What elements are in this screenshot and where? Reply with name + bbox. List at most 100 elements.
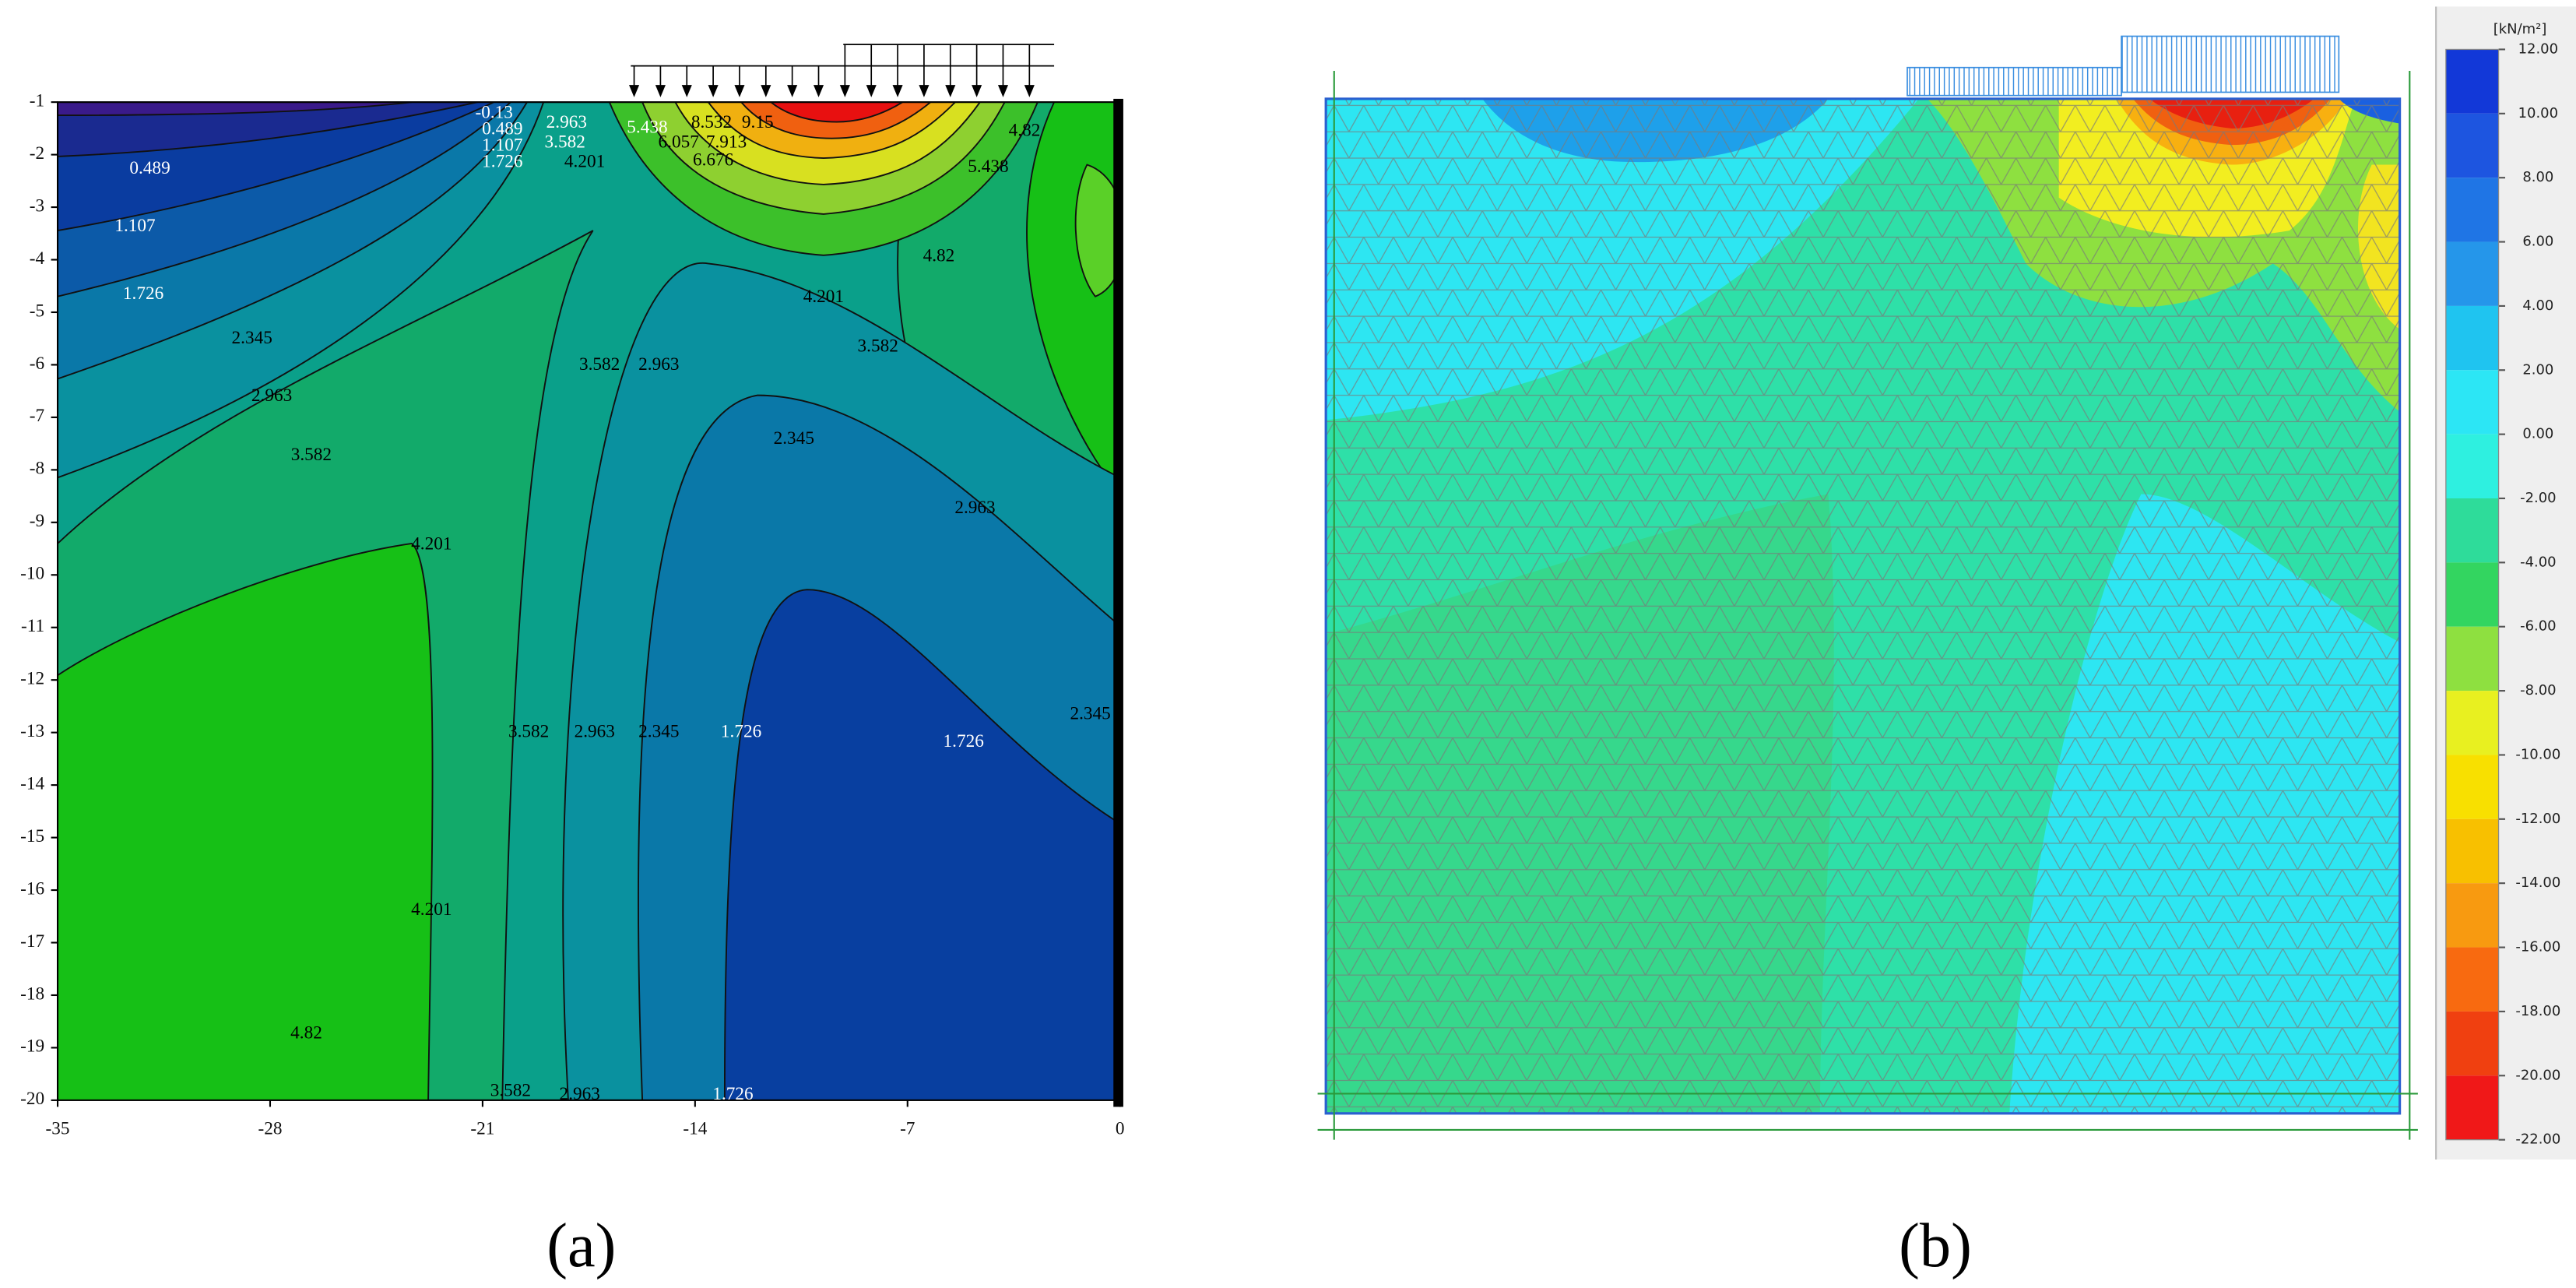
contour-label: 3.582 xyxy=(858,336,898,357)
y-tick-label: -16 xyxy=(20,878,44,899)
colorbar-band xyxy=(2445,370,2499,435)
contour-label: 7.913 xyxy=(706,132,747,152)
contour-label: 1.107 xyxy=(482,135,522,156)
colorbar-band xyxy=(2445,626,2499,692)
colorbar-band xyxy=(2445,1075,2499,1140)
contour-label: 6.057 xyxy=(659,132,699,152)
contour-label: 3.582 xyxy=(508,722,549,742)
y-tick-label: -1 xyxy=(30,90,44,111)
contour-label: 2.963 xyxy=(638,354,679,375)
boundary-lines xyxy=(1317,70,2418,1140)
contour-label: 2.963 xyxy=(954,498,995,518)
x-tick-label: -21 xyxy=(470,1118,494,1138)
contour-label: 0.489 xyxy=(129,158,170,178)
colorbar-tick-label: 4.00 xyxy=(2522,297,2553,314)
load-arrows xyxy=(628,44,1055,97)
colorbar-band xyxy=(2445,947,2499,1012)
y-tick-label: -5 xyxy=(30,301,44,321)
contour-label: 9.15 xyxy=(742,112,774,132)
contour-label: 2.345 xyxy=(638,722,679,742)
contour-label: 8.532 xyxy=(691,112,732,132)
contour-label: 4.201 xyxy=(411,533,452,554)
contour-label: 3.582 xyxy=(579,354,620,375)
panel-label: (b) xyxy=(1899,1211,1972,1280)
colorbar-band xyxy=(2445,49,2499,114)
colorbar-frame xyxy=(2445,48,2500,1141)
colorbar-tick-label: 0.00 xyxy=(2522,426,2553,442)
colorbar-tick-label: -22.00 xyxy=(2515,1131,2560,1148)
y-tick-label: -9 xyxy=(30,511,44,531)
y-tick-label: -20 xyxy=(20,1089,44,1109)
colorbar-tick-label: -8.00 xyxy=(2520,682,2557,699)
colorbar-band xyxy=(2445,305,2499,371)
colorbar-tick-label: -20.00 xyxy=(2515,1067,2560,1083)
mesh-frame xyxy=(1324,97,2402,1115)
contour-label: 1.726 xyxy=(123,283,163,304)
colorbar-tick-label: -12.00 xyxy=(2515,811,2560,827)
colorbar-unit: [kN/m²] xyxy=(2493,21,2547,37)
y-tick-label: -7 xyxy=(30,406,44,426)
contour-field xyxy=(58,102,1120,1100)
colorbar-band xyxy=(2445,818,2499,884)
load-arrowhead xyxy=(866,85,877,97)
contour-label: 0.489 xyxy=(482,118,522,139)
contour-label: -0.13 xyxy=(475,102,512,122)
colorbar-tick-label: -14.00 xyxy=(2515,875,2560,891)
colorbar-band xyxy=(2445,883,2499,948)
panel-label: (a) xyxy=(546,1211,616,1280)
y-tick-label: -3 xyxy=(30,195,44,216)
load-arrowhead xyxy=(997,85,1009,97)
load-arrowhead xyxy=(655,85,666,97)
contour-label: 1.726 xyxy=(712,1084,753,1104)
contour-label: 6.676 xyxy=(693,150,733,171)
colorbar-band xyxy=(2445,498,2499,563)
y-tick-label: -8 xyxy=(30,459,44,479)
x-tick-label: -28 xyxy=(258,1118,282,1138)
x-tick-label: -14 xyxy=(683,1118,707,1138)
contour-label: 3.582 xyxy=(291,445,332,465)
contour-label: 2.963 xyxy=(575,722,615,742)
load-arrowhead xyxy=(734,85,745,97)
contour-label: 4.201 xyxy=(411,899,452,920)
y-tick-label: -4 xyxy=(30,248,45,269)
load-arrowhead xyxy=(681,85,692,97)
colorbar-band xyxy=(2445,434,2499,499)
mesh-field xyxy=(1326,98,2400,1114)
contour-label: 4.201 xyxy=(564,152,605,172)
contour-label: 1.726 xyxy=(482,152,522,172)
contour-label: 4.82 xyxy=(923,245,955,266)
colorbar-band xyxy=(2445,178,2499,242)
contour-label: 2.345 xyxy=(774,428,814,449)
colorbar-tick-label: 6.00 xyxy=(2522,234,2553,250)
colorbar-tick-label: -6.00 xyxy=(2520,618,2557,635)
load-arrowhead xyxy=(761,85,771,97)
y-tick-label: -14 xyxy=(20,773,44,794)
y-tick-label: -18 xyxy=(20,984,44,1004)
contour-label: 5.438 xyxy=(627,117,667,137)
load-arrowhead xyxy=(1024,85,1035,97)
load-arrowhead xyxy=(945,85,956,97)
colorbar-band xyxy=(2445,755,2499,819)
contour-label: 4.82 xyxy=(1009,121,1041,141)
colorbar-band xyxy=(2445,562,2499,627)
load-block xyxy=(1907,66,2122,97)
colorbar-tick-label: 8.00 xyxy=(2522,169,2553,185)
contour-label: 5.438 xyxy=(968,157,1008,177)
contour-label: 1.726 xyxy=(944,731,984,751)
load-arrowhead xyxy=(919,85,930,97)
colorbar-tick-label: 10.00 xyxy=(2518,105,2558,121)
contour-label: 2.963 xyxy=(251,385,292,406)
y-tick-label: -12 xyxy=(20,669,44,689)
colorbar-tick-label: -18.00 xyxy=(2515,1003,2560,1019)
contour-label: 1.107 xyxy=(114,216,155,236)
right-boundary xyxy=(1113,98,1123,1107)
y-tick-label: -11 xyxy=(21,616,44,636)
contour-label: 2.345 xyxy=(1070,703,1110,723)
load-arrowhead xyxy=(892,85,903,97)
load-arrowhead xyxy=(839,85,850,97)
contour-label: 4.82 xyxy=(290,1023,322,1043)
y-tick-label: -10 xyxy=(20,564,44,584)
colorbar-tick-label: 2.00 xyxy=(2522,361,2553,378)
contour-label: 2.345 xyxy=(232,328,272,348)
